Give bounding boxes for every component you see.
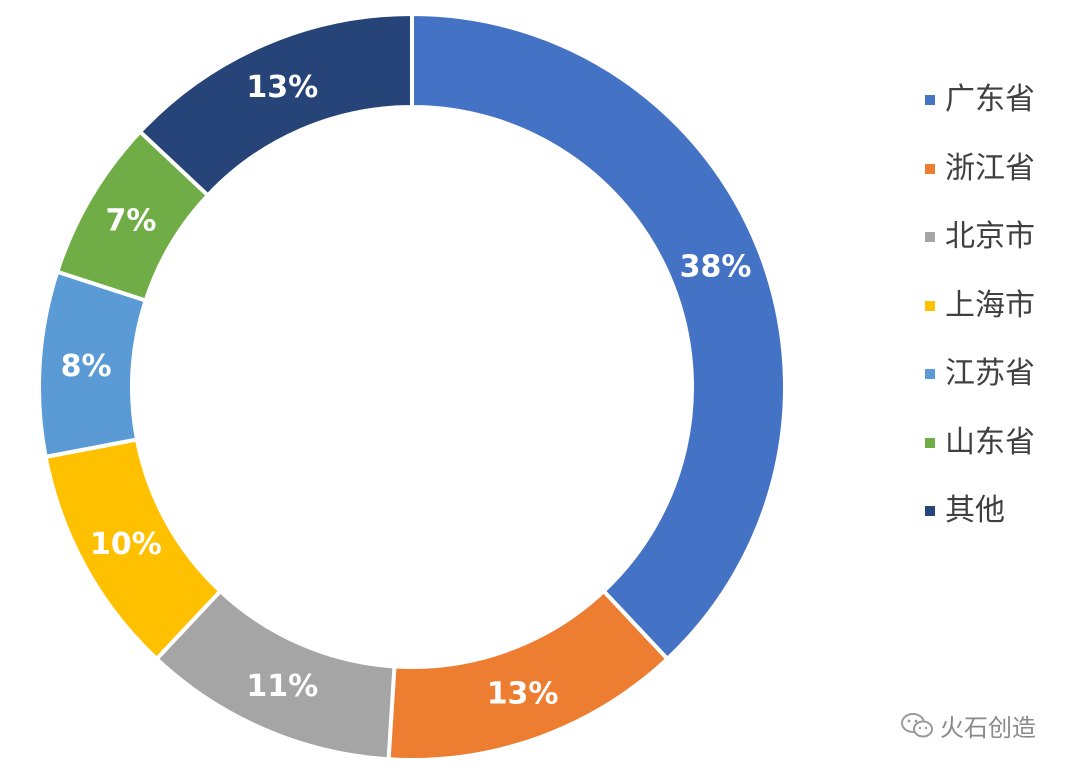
legend-item: 其他: [925, 477, 1035, 546]
legend-swatch: [925, 437, 935, 448]
legend-item: 上海市: [925, 272, 1035, 341]
legend-item: 浙江省: [925, 135, 1035, 204]
donut-slice: [410, 11, 787, 662]
data-label: 11%: [246, 669, 318, 704]
legend-swatch: [925, 506, 935, 517]
data-label: 38%: [680, 249, 752, 284]
data-label: 7%: [105, 203, 156, 238]
watermark: 火石创造: [900, 708, 1036, 743]
donut-slice: [137, 11, 414, 199]
legend-swatch: [925, 232, 935, 243]
donut-slice: [386, 588, 671, 762]
data-label: 13%: [487, 677, 559, 712]
legend-label: 上海市: [945, 287, 1035, 323]
legend-label: 江苏省: [945, 356, 1035, 392]
legend-label: 北京市: [945, 219, 1035, 255]
legend-label: 其他: [945, 493, 1005, 529]
legend-swatch: [925, 369, 935, 380]
watermark-text: 火石创造: [940, 714, 1036, 742]
legend-label: 广东省: [945, 82, 1035, 118]
legend-item: 北京市: [925, 203, 1035, 272]
wechat-icon: [901, 712, 933, 737]
donut-chart: 38% 13% 11% 10% 8% 7% 13%: [39, 11, 787, 762]
legend-swatch: [925, 300, 935, 311]
legend: 广东省浙江省北京市上海市江苏省山东省其他: [925, 66, 1035, 546]
legend-item: 广东省: [925, 66, 1035, 135]
data-label: 10%: [90, 527, 162, 562]
data-label: 8%: [61, 349, 112, 384]
legend-swatch: [925, 95, 935, 106]
legend-label: 浙江省: [945, 150, 1035, 186]
legend-label: 山东省: [945, 424, 1035, 460]
legend-item: 山东省: [925, 409, 1035, 478]
legend-item: 江苏省: [925, 340, 1035, 409]
legend-swatch: [925, 163, 935, 174]
data-label: 13%: [246, 70, 318, 105]
